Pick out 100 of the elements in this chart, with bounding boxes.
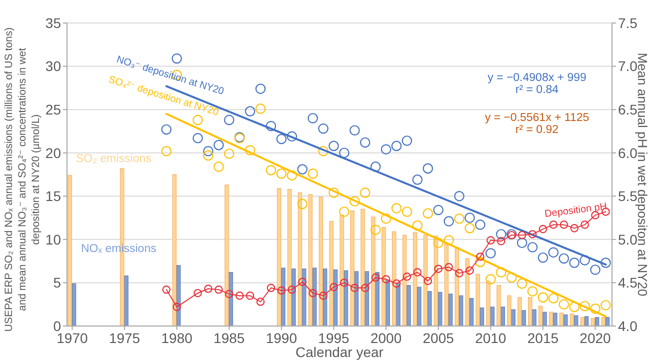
point [319,292,328,300]
point [476,252,484,261]
bar [548,312,554,326]
point [558,253,570,264]
point [350,284,359,292]
point [255,84,266,94]
point [538,252,548,263]
point [486,236,495,244]
bar [72,283,76,326]
y-tick-label: 20 [45,144,62,161]
bar [500,306,505,326]
point [224,290,234,298]
point [538,292,548,303]
point [297,164,308,174]
bar [350,210,354,326]
point [350,196,360,206]
bar [406,285,411,326]
point [402,272,412,281]
annotation: y = −0.5561x + 1125 [484,112,590,124]
point [161,146,172,156]
point [288,285,296,294]
bar [511,309,516,326]
bar [386,280,390,326]
bar [276,188,282,326]
bar [396,283,400,326]
bar [371,216,376,326]
bar [124,275,128,326]
x-tick-label: 2005 [422,330,454,346]
bar [518,297,522,326]
y-tick-label: 35 [45,14,62,31]
bar [538,306,543,326]
bar [564,314,568,326]
bar [402,234,407,326]
series-label: SO₂ emissions [76,153,152,165]
point [548,247,559,258]
point [548,293,559,304]
point [318,123,328,134]
point [161,124,172,135]
bar [68,175,72,326]
point [590,264,600,275]
point [538,224,548,234]
point [370,224,381,236]
point [391,203,402,214]
bar [224,184,229,326]
bar [458,295,464,326]
point [328,188,339,198]
point [444,216,454,226]
bar [392,231,396,326]
point [528,230,537,238]
point [600,258,611,268]
y-tick-label: 10 [45,231,62,248]
annotation: y = −0.4908x + 999 [488,72,586,84]
bar [329,220,334,326]
point [402,136,412,146]
point [454,214,464,224]
y2-tick-label: 5.5 [618,188,638,204]
y-tick-label: 30 [45,58,62,74]
bar [559,312,564,326]
text: Deposition pH [544,201,608,220]
point [256,298,265,306]
bar [469,298,474,326]
bar [438,292,442,326]
bar [490,306,495,326]
point [339,148,350,158]
point [172,53,182,64]
point [340,278,348,287]
point [433,238,444,248]
point [286,131,298,142]
point [600,300,611,310]
bar [570,314,574,326]
point [382,275,390,284]
bar [292,268,296,326]
point [580,300,590,312]
point [506,272,517,283]
point [444,262,453,272]
bar [553,312,558,326]
point [204,284,212,293]
point [360,137,370,148]
bar [360,208,365,326]
point [371,273,380,282]
point [496,237,506,246]
point [580,220,589,229]
point [214,162,224,172]
point [422,208,434,219]
point [527,242,538,252]
point [244,106,256,116]
point [518,230,526,240]
x-tick-label: 2000 [370,330,402,346]
point [569,302,580,312]
point [434,264,443,274]
y2-tick-label: 7.5 [618,14,638,31]
point [308,168,318,179]
point [380,214,392,224]
point [298,278,307,286]
point [464,212,475,223]
point [203,150,214,161]
point [466,266,474,275]
bar [480,308,484,326]
point [246,292,254,300]
point [255,104,266,114]
